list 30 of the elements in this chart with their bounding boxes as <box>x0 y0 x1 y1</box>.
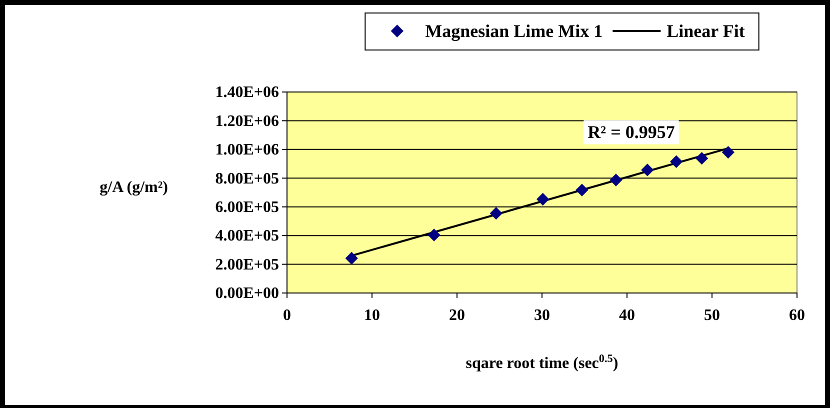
annotation: R² = 0.9957 <box>588 122 675 142</box>
y-tick-label: 2.00E+05 <box>215 256 279 274</box>
x-tick-label: 40 <box>619 307 635 324</box>
x-tick-label: 30 <box>534 307 550 324</box>
legend-label: Magnesian Lime Mix 1 <box>425 21 603 41</box>
point <box>428 228 440 242</box>
x-axis-title: sqare root time (sec$^{0.5}$) <box>466 353 618 372</box>
x-tick-label: 0 <box>283 307 291 324</box>
point <box>345 252 358 265</box>
y-tick-label: 4.00E+05 <box>215 228 279 245</box>
x-tick-label: 10 <box>364 307 380 324</box>
point <box>490 206 502 220</box>
legend-label: Linear Fit <box>666 21 745 41</box>
y-tick-label: 1.40E+06 <box>215 84 279 102</box>
y-tick-label: 1.00E+06 <box>215 142 279 159</box>
y-tick-label: 0.00E+00 <box>215 285 279 302</box>
point <box>641 164 654 176</box>
y-tick-label: 6.00E+05 <box>215 198 279 216</box>
point <box>576 184 588 196</box>
point <box>722 146 734 159</box>
y-axis-title: g/A (g/m²) <box>100 179 168 196</box>
point <box>610 174 622 186</box>
x-tick-label: 20 <box>449 307 465 324</box>
y-tick-label: 1.20E+06 <box>215 112 279 130</box>
x-tick-label: 60 <box>789 307 805 324</box>
point <box>695 152 708 165</box>
x-tick-label: 50 <box>704 307 720 324</box>
y-tick-label: 8.00E+05 <box>215 170 279 188</box>
point <box>536 192 550 206</box>
point <box>670 155 683 168</box>
